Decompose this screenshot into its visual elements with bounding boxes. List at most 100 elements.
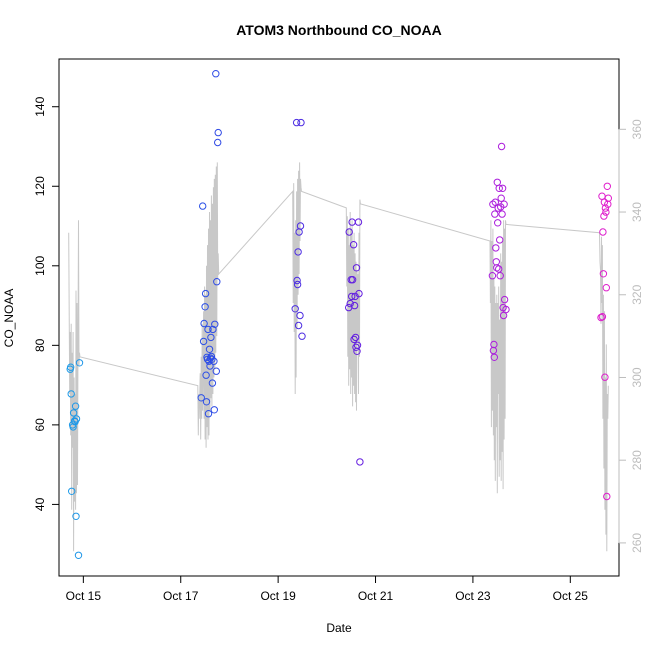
data-point bbox=[489, 200, 497, 208]
data-point bbox=[71, 402, 80, 410]
data-point bbox=[348, 276, 357, 284]
data-point bbox=[351, 333, 360, 342]
data-point bbox=[352, 343, 360, 351]
data-point bbox=[293, 280, 302, 289]
x-tick-label: Oct 15 bbox=[66, 589, 102, 603]
y-tick-label: 60 bbox=[33, 418, 47, 432]
data-point bbox=[494, 219, 502, 227]
data-point bbox=[498, 210, 506, 218]
y2-tick-label: 280 bbox=[630, 450, 644, 470]
data-point bbox=[496, 272, 504, 280]
data-point bbox=[603, 182, 611, 191]
data-point bbox=[493, 178, 501, 187]
data-point bbox=[214, 128, 222, 137]
data-point bbox=[204, 410, 213, 418]
data-point bbox=[490, 340, 498, 349]
y2-tick-label: 300 bbox=[630, 367, 644, 387]
data-point bbox=[604, 194, 612, 202]
data-point bbox=[199, 337, 208, 346]
data-point bbox=[296, 311, 304, 320]
data-point bbox=[298, 332, 306, 340]
data-point bbox=[500, 295, 509, 304]
data-point bbox=[204, 325, 212, 334]
data-point bbox=[210, 406, 219, 414]
data-point bbox=[345, 228, 353, 236]
trace-layer bbox=[68, 162, 609, 552]
y-tick-label: 140 bbox=[33, 96, 47, 116]
data-point bbox=[602, 284, 610, 292]
data-point bbox=[74, 551, 83, 559]
y-axis-label: CO_NOAA bbox=[2, 289, 16, 348]
data-point bbox=[292, 118, 301, 127]
data-point bbox=[497, 194, 505, 202]
data-point bbox=[354, 218, 363, 226]
data-point bbox=[498, 184, 507, 193]
data-point bbox=[68, 487, 76, 495]
data-point bbox=[200, 319, 208, 328]
data-point bbox=[495, 184, 503, 193]
y2-tick-label: 260 bbox=[630, 533, 644, 553]
x-tick-label: Oct 25 bbox=[553, 589, 589, 603]
data-point bbox=[211, 320, 219, 328]
data-point bbox=[67, 363, 75, 371]
data-point bbox=[213, 278, 221, 286]
data-point bbox=[202, 371, 210, 379]
data-point bbox=[72, 415, 81, 423]
data-point bbox=[353, 341, 362, 349]
data-point bbox=[210, 357, 218, 365]
data-point bbox=[350, 301, 359, 310]
chart-title: ATOM3 Northbound CO_NOAA bbox=[236, 22, 442, 38]
data-point bbox=[72, 512, 80, 520]
data-point bbox=[601, 373, 609, 381]
data-point bbox=[352, 264, 361, 272]
data-point bbox=[291, 305, 299, 313]
data-point bbox=[294, 321, 303, 330]
data-point bbox=[355, 289, 363, 298]
y2-tick-label: 340 bbox=[630, 202, 644, 222]
data-point bbox=[492, 258, 500, 266]
y-tick-label: 100 bbox=[33, 255, 47, 275]
data-point bbox=[201, 289, 210, 298]
y-tick-label: 40 bbox=[33, 497, 47, 511]
data-point bbox=[212, 367, 221, 375]
data-point bbox=[69, 409, 78, 417]
data-point bbox=[346, 299, 354, 308]
data-point bbox=[500, 200, 508, 208]
data-point bbox=[495, 265, 503, 273]
data-point bbox=[356, 458, 364, 466]
data-point bbox=[599, 270, 608, 278]
data-point bbox=[492, 244, 500, 252]
data-point bbox=[197, 394, 205, 402]
data-point bbox=[600, 212, 608, 220]
x-axis: Oct 15 Oct 17 Oct 19 Oct 21 Oct 23 Oct 25 bbox=[66, 575, 589, 603]
data-point bbox=[493, 264, 501, 272]
data-point bbox=[491, 198, 499, 206]
data-point bbox=[502, 305, 510, 314]
data-point bbox=[603, 492, 611, 501]
data-point bbox=[208, 379, 217, 387]
data-point bbox=[597, 313, 605, 322]
data-point bbox=[491, 210, 499, 218]
data-point bbox=[209, 325, 217, 334]
data-point bbox=[349, 241, 358, 249]
data-point bbox=[205, 345, 214, 353]
data-point bbox=[348, 292, 356, 301]
data-point bbox=[199, 202, 207, 210]
x-tick-label: Oct 17 bbox=[163, 589, 199, 603]
data-point bbox=[496, 236, 504, 244]
data-point bbox=[488, 272, 497, 280]
data-point bbox=[75, 359, 84, 367]
data-point bbox=[602, 208, 610, 216]
y2-tick-label: 360 bbox=[630, 119, 644, 139]
data-point bbox=[214, 138, 222, 147]
data-point bbox=[497, 142, 506, 151]
points-layer bbox=[66, 70, 612, 559]
y-tick-label: 120 bbox=[33, 176, 47, 196]
y-tick-label: 80 bbox=[33, 338, 47, 352]
data-point bbox=[598, 192, 606, 200]
series-trace-line bbox=[68, 162, 609, 552]
data-point bbox=[601, 204, 610, 212]
data-point bbox=[598, 313, 607, 321]
plot-area bbox=[58, 58, 620, 577]
